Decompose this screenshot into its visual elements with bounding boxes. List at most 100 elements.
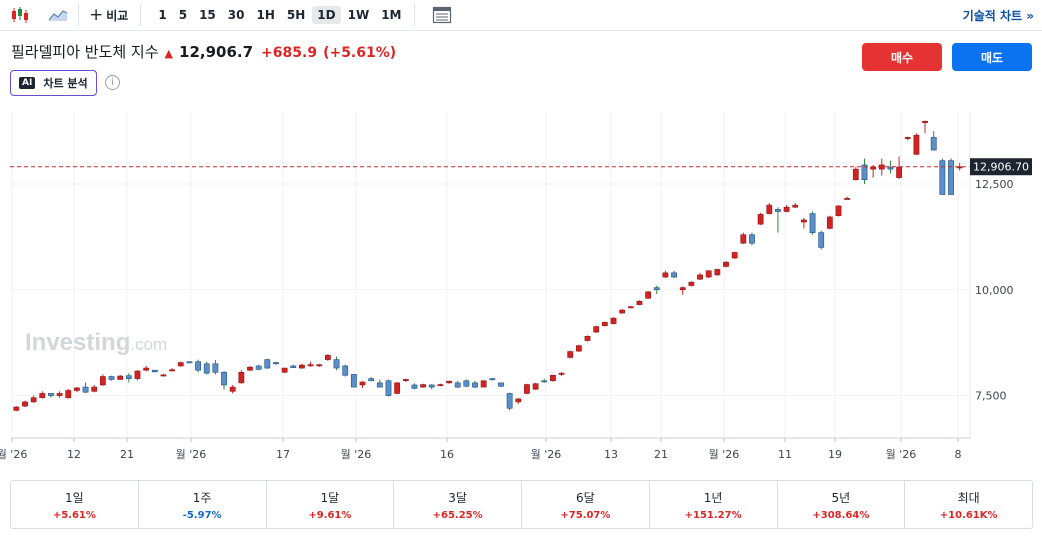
- candle-body: [532, 383, 539, 390]
- candle-body: [22, 401, 28, 407]
- technical-chart-link[interactable]: 기술적 차트 »: [962, 9, 1034, 23]
- compare-button[interactable]: + 비교: [89, 6, 129, 24]
- candle-body: [524, 384, 530, 394]
- indicators-icon[interactable]: [431, 3, 453, 27]
- performance-period[interactable]: 5년 +308.64%: [778, 481, 906, 528]
- performance-period-label: 1주: [192, 490, 212, 505]
- candle: [221, 371, 227, 390]
- x-tick-label: 월 '26: [341, 448, 372, 461]
- interval-1m[interactable]: 1M: [381, 8, 402, 22]
- candle-body: [56, 393, 63, 396]
- investing-watermark: Investing.com: [25, 329, 167, 356]
- candle: [82, 382, 89, 394]
- toolbar-divider: [140, 4, 142, 26]
- candle: [645, 291, 652, 300]
- interval-5h[interactable]: 5H: [286, 8, 306, 22]
- candle-body: [645, 291, 652, 299]
- candle-body: [852, 168, 859, 181]
- performance-period[interactable]: 6달 +75.07%: [522, 481, 650, 528]
- y-tick-label: 7,500: [975, 390, 1007, 403]
- candle-body: [593, 326, 600, 333]
- interval-1d[interactable]: 1D: [312, 6, 341, 24]
- candle-body: [705, 270, 712, 278]
- candle-body: [273, 362, 279, 365]
- ai-chart-analysis-button[interactable]: AI 차트 분석: [10, 70, 97, 96]
- sell-button[interactable]: 매도: [952, 43, 1032, 71]
- up-arrow-icon: ▲: [164, 47, 174, 60]
- candle: [316, 363, 323, 367]
- candle: [861, 158, 868, 184]
- compare-label: 비교: [106, 8, 129, 23]
- interval-1[interactable]: 1: [158, 8, 167, 22]
- candle: [324, 354, 331, 361]
- watermark-suffix: .com: [130, 335, 167, 354]
- candle-body: [740, 234, 747, 244]
- performance-period-value: +308.64%: [812, 509, 870, 521]
- candle: [281, 367, 288, 374]
- price-chart[interactable]: Investing.com 12,500 10,000 7,500 월 '26 12 2…: [0, 100, 1042, 470]
- candle-body: [290, 365, 297, 368]
- candle-body: [82, 386, 89, 393]
- performance-period[interactable]: 3달 +65.25%: [394, 481, 522, 528]
- candle-body: [636, 300, 643, 305]
- candle-body: [446, 380, 452, 384]
- candle-body: [30, 397, 37, 403]
- candle-body: [368, 378, 375, 382]
- candle: [671, 270, 677, 278]
- candle-body: [151, 369, 158, 373]
- candle: [143, 365, 150, 372]
- candle: [627, 305, 634, 309]
- buy-button[interactable]: 매수: [862, 43, 942, 71]
- info-icon[interactable]: i: [105, 75, 120, 90]
- interval-30[interactable]: 30: [227, 8, 245, 22]
- candle-body: [922, 121, 928, 123]
- interval-1h[interactable]: 1H: [256, 8, 275, 22]
- y-tick-label: 10,000: [975, 284, 1014, 297]
- candle: [65, 388, 72, 399]
- candle-body: [515, 398, 522, 403]
- interval-5[interactable]: 5: [178, 8, 188, 22]
- candle: [299, 363, 305, 369]
- candle: [948, 158, 954, 195]
- candle: [723, 260, 729, 268]
- candle-body: [385, 380, 392, 396]
- candle-body: [39, 393, 46, 398]
- candle: [169, 368, 176, 372]
- performance-period-label: 1년: [703, 490, 723, 505]
- candle: [705, 270, 712, 278]
- performance-period[interactable]: 1달 +9.61%: [267, 481, 395, 528]
- performance-period[interactable]: 최대 +10.61K%: [905, 481, 1032, 528]
- performance-period[interactable]: 1주 -5.97%: [139, 481, 267, 528]
- candle: [247, 365, 253, 372]
- candle: [636, 300, 643, 306]
- performance-period-label: 3달: [448, 490, 467, 505]
- x-tick-label: 21: [120, 448, 134, 461]
- performance-period[interactable]: 1년 +151.27%: [650, 481, 778, 528]
- candle: [489, 377, 496, 381]
- area-chart-icon[interactable]: [47, 3, 69, 27]
- candle: [48, 393, 54, 398]
- candlestick-chart-icon[interactable]: [9, 3, 31, 27]
- candle-body: [948, 160, 954, 195]
- candle-body: [844, 198, 851, 200]
- current-price-tag: 12,906.70: [970, 158, 1032, 176]
- performance-period-value: +75.07%: [560, 509, 611, 521]
- candle-body: [679, 287, 686, 291]
- candle: [679, 286, 686, 295]
- candle: [420, 383, 426, 388]
- candle-body: [506, 393, 513, 409]
- candle: [472, 380, 478, 388]
- candle: [437, 383, 444, 387]
- performance-period[interactable]: 1일 +5.61%: [11, 481, 139, 528]
- performance-bar: 1일 +5.61% 1주 -5.97% 1달 +9.61% 3달 +65.25% 6달 +75.0…: [10, 480, 1033, 529]
- candle-body: [723, 261, 729, 267]
- performance-period-value: +151.27%: [684, 509, 742, 521]
- candle-body: [186, 361, 193, 364]
- interval-15[interactable]: 15: [199, 8, 216, 22]
- candle-body: [870, 166, 877, 170]
- ai-badge: AI: [19, 77, 36, 89]
- candle: [307, 361, 314, 367]
- interval-1w[interactable]: 1W: [347, 8, 370, 22]
- candle-body: [826, 216, 833, 229]
- candle-body: [697, 274, 703, 280]
